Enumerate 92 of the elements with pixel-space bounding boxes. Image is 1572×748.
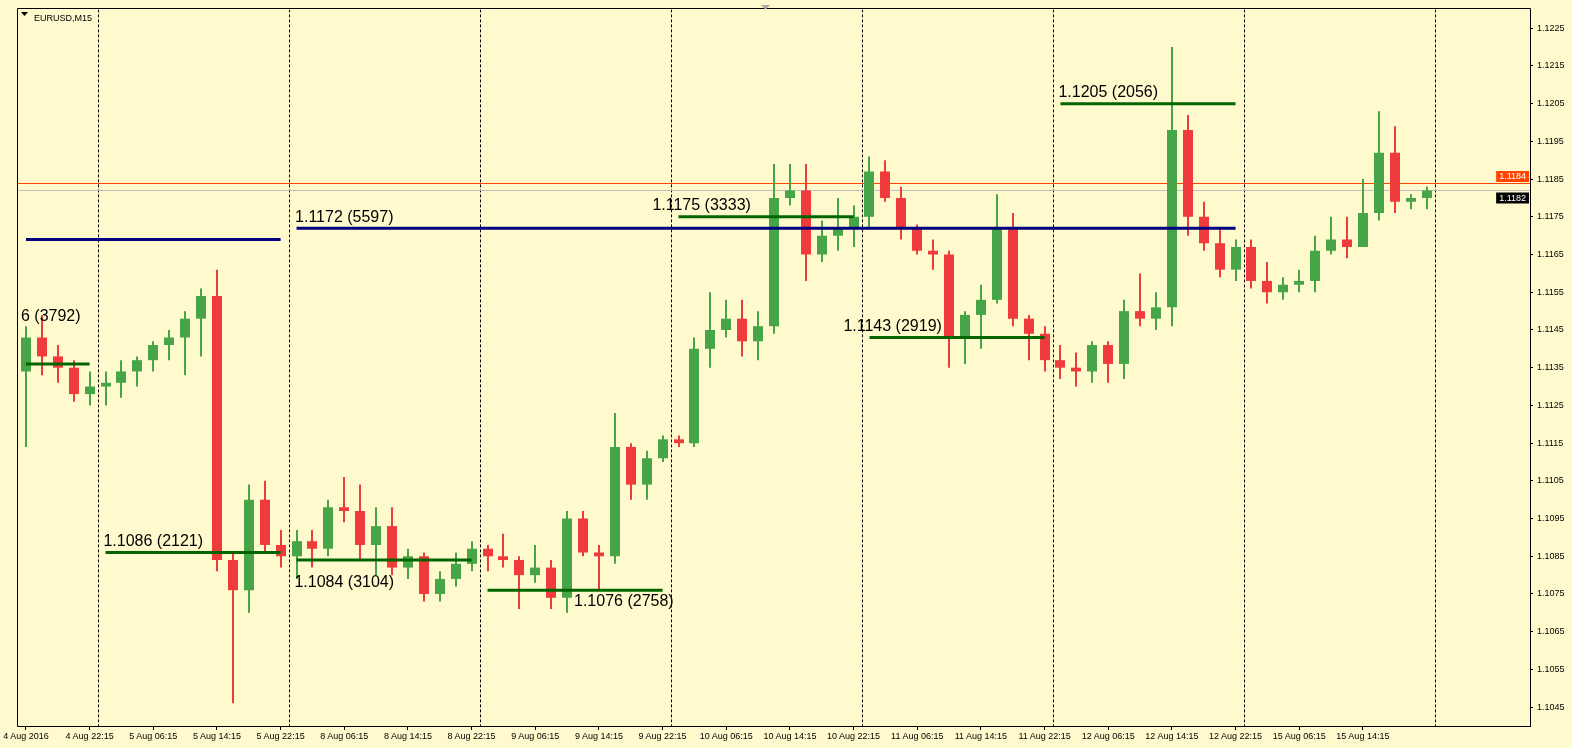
y-tick-label: 1.1095 <box>1537 513 1565 524</box>
x-tick-label: 8 Aug 06:15 <box>320 730 369 741</box>
candlestick <box>721 298 731 339</box>
y-tick-label: 1.1135 <box>1537 362 1564 373</box>
candlestick <box>753 310 763 362</box>
candlestick <box>498 532 508 569</box>
candlestick <box>1151 291 1161 331</box>
candlestick <box>116 359 126 399</box>
x-tick-label: 9 Aug 14:15 <box>574 730 623 741</box>
x-tick-label: 8 Aug 22:15 <box>447 730 496 741</box>
x-tick-label: 15 Aug 06:15 <box>1272 730 1326 741</box>
x-tick-label: 10 Aug 06:15 <box>699 730 753 741</box>
x-tick-label: 11 Aug 06:15 <box>891 730 944 741</box>
annotation: 1.1175 (3333) <box>652 196 751 214</box>
candlestick <box>339 476 349 524</box>
candlestick <box>1278 276 1288 301</box>
x-tick-label: 11 Aug 22:15 <box>1018 730 1071 741</box>
annotation: 1.1084 (3104) <box>294 573 395 591</box>
candlestick <box>435 570 445 603</box>
annotation: 1.1205 (2056) <box>1058 83 1159 101</box>
candlestick <box>912 223 922 256</box>
candlestick <box>976 283 986 350</box>
y-tick-label: 1.1195 <box>1537 135 1564 146</box>
y-tick-label: 1.1165 <box>1537 249 1564 260</box>
y-tick-label: 1.1215 <box>1537 60 1565 71</box>
y-tick-label: 1.1055 <box>1537 663 1565 674</box>
candlestick <box>180 310 190 377</box>
candlestick <box>1103 340 1113 384</box>
candlestick <box>530 543 540 584</box>
x-tick-label: 5 Aug 22:15 <box>256 730 305 741</box>
ref-line-label: 1.1184 <box>1499 171 1526 182</box>
candlestick <box>101 370 111 407</box>
x-tick-label: 4 Aug 22:15 <box>65 730 114 741</box>
candlestick <box>483 543 493 573</box>
y-tick-label: 1.1045 <box>1537 701 1565 712</box>
candlestick <box>1422 185 1432 211</box>
x-tick-label: 8 Aug 14:15 <box>383 730 432 741</box>
y-tick-label: 1.1075 <box>1537 588 1565 599</box>
candlestick <box>960 310 970 365</box>
y-tick-label: 1.1175 <box>1537 211 1564 222</box>
candlestick <box>371 506 381 577</box>
x-tick-label: 4 Aug 2016 <box>3 730 49 741</box>
candlestick <box>1342 215 1352 260</box>
y-tick-label: 1.1115 <box>1537 437 1564 448</box>
candlestick <box>307 528 317 569</box>
candlestick <box>164 328 174 362</box>
x-tick-label: 9 Aug 06:15 <box>511 730 560 741</box>
candlestick <box>817 219 827 264</box>
annotation: 6 (3792) <box>21 307 81 325</box>
x-tick-label: 12 Aug 14:15 <box>1145 730 1199 741</box>
candlestick <box>1231 238 1241 282</box>
x-tick-label: 12 Aug 06:15 <box>1081 730 1135 741</box>
candlestick <box>785 163 795 207</box>
candlestick <box>1024 313 1034 362</box>
y-tick-label: 1.1065 <box>1537 626 1565 637</box>
annotation: 1.1086 (2121) <box>103 531 204 549</box>
candlestick <box>85 370 95 407</box>
x-tick-label: 9 Aug 22:15 <box>638 730 687 741</box>
chart-title: EURUSD,M15 <box>34 12 93 23</box>
candlestick <box>1326 215 1336 256</box>
candlestick <box>737 298 747 358</box>
y-tick-label: 1.1145 <box>1537 324 1564 335</box>
candlestick <box>1135 272 1145 328</box>
annotation: 1.1143 (2919) <box>843 316 942 334</box>
x-tick-label: 11 Aug 14:15 <box>954 730 1008 741</box>
candlestick <box>451 551 461 588</box>
candlestick <box>1262 261 1272 305</box>
annotation: 1.1172 (5597) <box>295 207 394 225</box>
y-tick-label: 1.1205 <box>1537 98 1565 109</box>
candlestick <box>1294 268 1304 294</box>
x-tick-label: 15 Aug 14:15 <box>1336 730 1390 741</box>
x-tick-label: 5 Aug 06:15 <box>129 730 178 741</box>
candlestick <box>1055 344 1065 381</box>
candlestick <box>148 340 158 373</box>
y-tick-label: 1.1185 <box>1537 173 1564 184</box>
candlestick <box>705 291 715 369</box>
x-tick-label: 5 Aug 14:15 <box>192 730 241 741</box>
y-tick-label: 1.1125 <box>1537 399 1564 410</box>
candlestick <box>928 238 938 271</box>
y-tick-label: 1.1225 <box>1537 22 1565 33</box>
y-tick-label: 1.1155 <box>1537 286 1564 297</box>
candlestick <box>196 287 206 358</box>
x-tick-label: 10 Aug 22:15 <box>827 730 881 741</box>
y-tick-label: 1.1105 <box>1537 475 1564 486</box>
candlestick <box>658 434 668 463</box>
x-tick-label: 10 Aug 14:15 <box>763 730 817 741</box>
y-tick-label: 1.1085 <box>1537 550 1565 561</box>
x-tick-label: 12 Aug 22:15 <box>1209 730 1263 741</box>
annotation: 1.1076 (2758) <box>574 591 674 609</box>
candlestick <box>514 555 524 611</box>
ref-line-label: 1.1182 <box>1499 192 1526 203</box>
candlestick <box>132 355 142 388</box>
